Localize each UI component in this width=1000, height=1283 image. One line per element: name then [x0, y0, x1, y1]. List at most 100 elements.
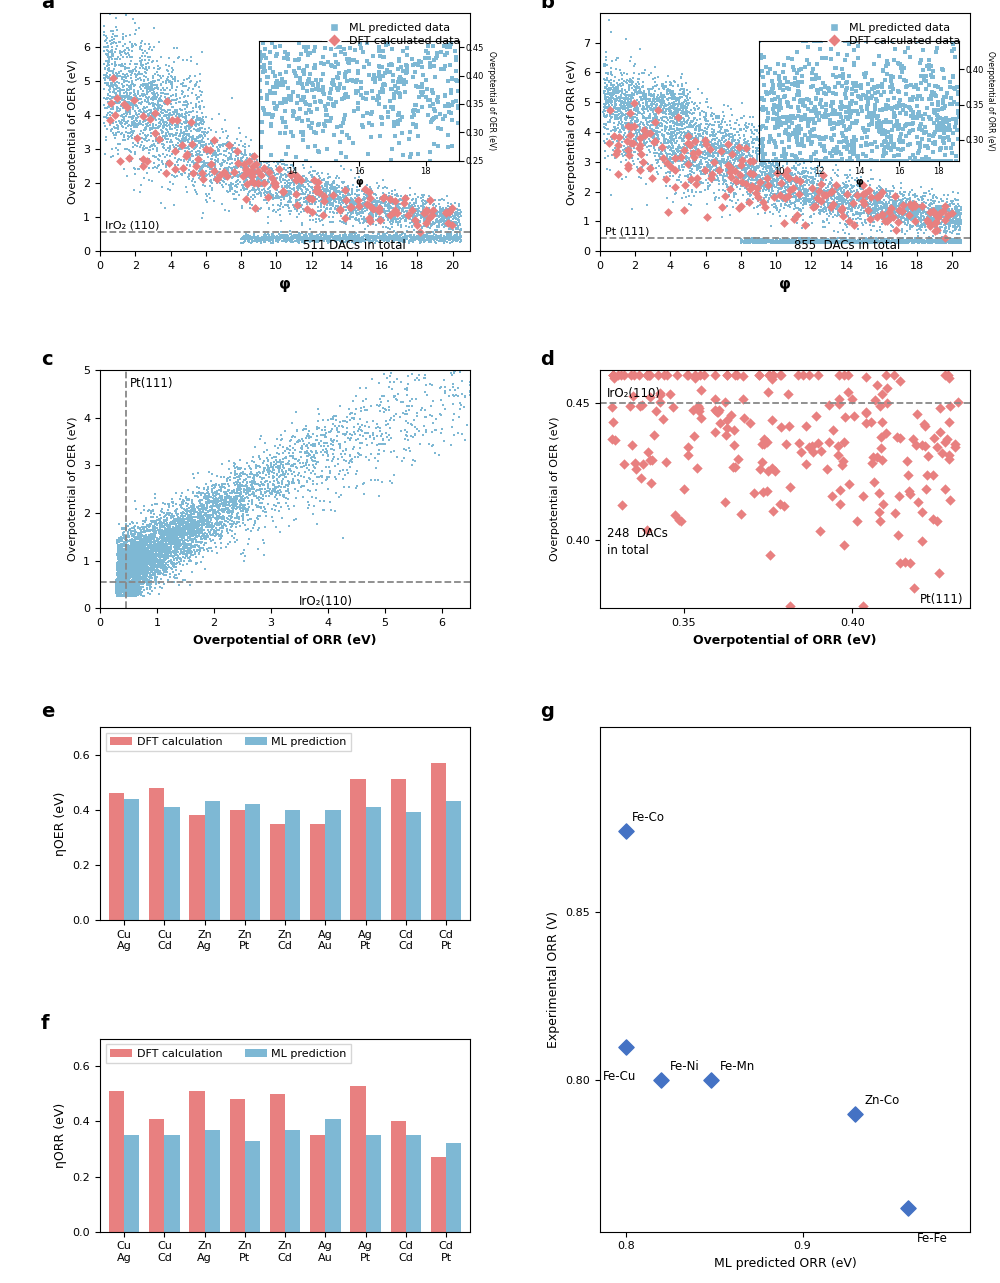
Point — [109, 77, 125, 98]
Point — [820, 192, 836, 213]
Point — [675, 94, 691, 114]
Point — [681, 123, 697, 144]
Point — [116, 574, 132, 594]
Point — [136, 538, 152, 558]
Point — [254, 479, 270, 499]
Point — [110, 580, 126, 600]
Point — [149, 527, 165, 548]
Point — [275, 187, 291, 208]
Point — [142, 530, 158, 550]
Point — [264, 484, 280, 504]
Point — [672, 137, 688, 158]
Point — [138, 77, 154, 98]
Point — [194, 159, 210, 180]
Point — [135, 536, 151, 557]
Point — [156, 517, 172, 538]
Point — [741, 135, 757, 155]
Point — [770, 181, 786, 201]
Point — [309, 443, 325, 463]
Point — [166, 142, 182, 163]
Point — [411, 230, 427, 250]
Point — [125, 60, 141, 81]
Point — [751, 177, 767, 198]
Point — [166, 530, 182, 550]
Point — [185, 521, 201, 541]
Point — [179, 512, 195, 532]
Point — [226, 481, 242, 502]
Point — [151, 540, 167, 561]
Point — [263, 230, 279, 250]
Point — [636, 85, 652, 105]
Point — [123, 60, 139, 81]
Point — [693, 114, 709, 135]
Point — [181, 150, 197, 171]
Point — [442, 198, 458, 218]
Point — [660, 80, 676, 100]
Point — [342, 207, 358, 227]
Point — [869, 187, 885, 208]
Point — [743, 176, 759, 196]
Point — [783, 174, 799, 195]
Point — [910, 231, 926, 251]
Point — [700, 110, 716, 131]
Point — [146, 532, 162, 553]
Point — [198, 106, 214, 127]
Point — [844, 191, 860, 212]
Point — [226, 490, 242, 511]
Point — [316, 185, 332, 205]
Point — [141, 56, 157, 77]
Point — [272, 186, 288, 207]
Point — [152, 552, 168, 572]
Point — [213, 489, 229, 509]
Point — [109, 544, 125, 565]
Point — [636, 96, 652, 117]
Point — [365, 207, 381, 227]
Point — [119, 96, 135, 117]
Point — [128, 575, 144, 595]
Point — [229, 475, 245, 495]
Point — [867, 232, 883, 253]
Point — [298, 169, 314, 190]
Point — [180, 522, 196, 543]
Point — [117, 576, 133, 597]
Point — [186, 521, 202, 541]
Point — [307, 177, 323, 198]
Point — [600, 90, 616, 110]
Point — [713, 123, 729, 144]
Point — [639, 112, 655, 132]
Point — [624, 435, 640, 455]
Point — [290, 470, 306, 490]
Point — [874, 450, 890, 471]
Point — [119, 562, 135, 582]
Point — [275, 169, 291, 190]
Point — [391, 204, 407, 225]
Point — [622, 108, 638, 128]
Point — [898, 204, 914, 225]
Point — [116, 69, 132, 90]
Point — [136, 497, 152, 517]
Point — [127, 582, 143, 603]
Point — [145, 106, 161, 127]
Point — [800, 232, 816, 253]
Point — [725, 154, 741, 174]
Point — [920, 234, 936, 254]
Point — [331, 230, 347, 250]
Point — [138, 556, 154, 576]
Point — [418, 375, 434, 395]
Point — [180, 523, 196, 544]
Point — [115, 552, 131, 572]
Point — [129, 526, 145, 547]
Point — [264, 499, 280, 520]
Point — [110, 568, 126, 589]
Point — [766, 198, 782, 218]
Point — [139, 579, 155, 599]
Point — [711, 108, 727, 128]
Point — [796, 234, 812, 254]
Point — [209, 514, 225, 535]
Point — [180, 548, 196, 568]
Point — [937, 209, 953, 230]
Point — [105, 87, 121, 108]
Point — [114, 565, 130, 585]
Point — [145, 499, 161, 520]
Point — [258, 227, 274, 248]
